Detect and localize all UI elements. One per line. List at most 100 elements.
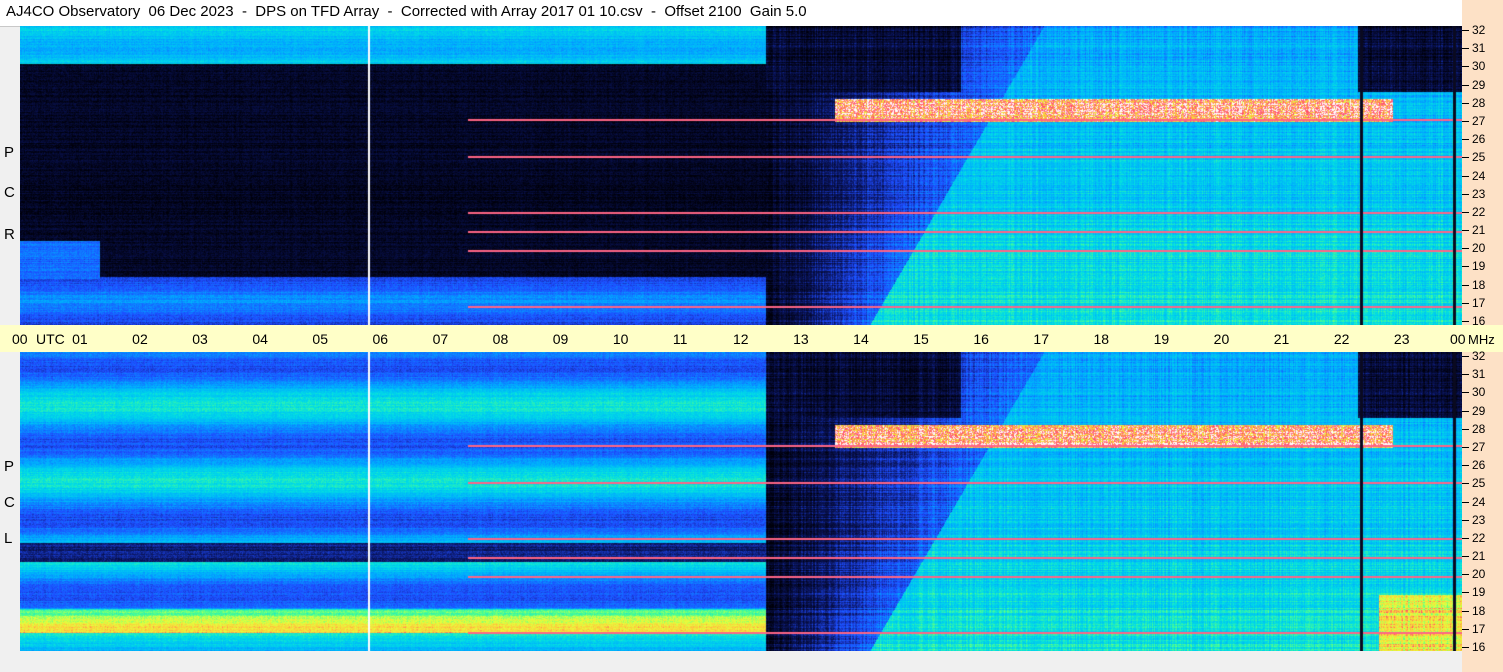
utc-tick-label: 06 (372, 331, 389, 347)
polarization-letter: L (4, 530, 13, 547)
frequency-tick-mark (1462, 284, 1469, 286)
frequency-tick-label: 26 (1472, 132, 1486, 147)
frequency-tick-mark (1462, 556, 1469, 558)
polarization-letter: C (4, 184, 15, 201)
utc-tick-label: 23 (1393, 331, 1410, 347)
utc-tick-label: 14 (853, 331, 869, 347)
frequency-tick-mark (1462, 610, 1469, 612)
frequency-tick-label: 22 (1472, 530, 1486, 545)
frequency-tick-mark (1462, 647, 1469, 648)
frequency-tick-label: 24 (1472, 494, 1486, 509)
rcp-side-label: P C R (0, 26, 20, 325)
frequency-tick-label: 20 (1472, 567, 1486, 582)
frequency-tick-mark (1462, 537, 1469, 539)
utc-tick-label: 00 (1450, 331, 1466, 347)
frequency-axis-top: 32 31 30 29 28 27 26 25 24 23 22 21 20 19 18 17 16 (1462, 23, 1503, 328)
frequency-tick-label: 19 (1472, 585, 1486, 600)
frequency-tick-mark (1462, 410, 1469, 412)
utc-tick-label: 02 (132, 331, 148, 347)
frequency-tick-mark (1462, 592, 1469, 594)
utc-axis: 00 UTC 01 02 03 04 05 06 07 08 09 10 11 12 13 14 15 16 17 1… (0, 325, 1503, 352)
utc-tick-label: 03 (192, 331, 208, 347)
frequency-tick-label: 16 (1472, 640, 1486, 654)
frequency-tick-label: 25 (1472, 150, 1486, 165)
lcp-side-label: P C L (0, 352, 20, 651)
frequency-tick-label: 32 (1472, 23, 1486, 37)
frequency-tick-mark (1462, 519, 1469, 521)
frequency-tick-mark (1462, 120, 1469, 122)
frequency-tick-label: 30 (1472, 385, 1486, 400)
frequency-tick-label: 27 (1472, 439, 1486, 454)
utc-tick-label: 09 (552, 331, 569, 347)
frequency-tick-label: 28 (1472, 421, 1486, 436)
frequency-tick-label: 25 (1472, 476, 1486, 491)
frequency-tick-label: 28 (1472, 95, 1486, 110)
utc-tick-label: 04 (252, 331, 268, 347)
utc-tick-label: 11 (672, 331, 688, 347)
frequency-tick-label: 29 (1472, 403, 1486, 418)
rcp-spectrogram-canvas (20, 26, 1462, 325)
utc-tick-label: 12 (733, 331, 749, 347)
frequency-tick-mark (1462, 157, 1469, 159)
frequency-tick-mark (1462, 428, 1469, 430)
frequency-tick-mark (1462, 48, 1469, 50)
frequency-tick-mark (1462, 30, 1469, 31)
utc-tick-label: 16 (973, 331, 989, 347)
polarization-letter: P (4, 144, 15, 161)
utc-tick-label: 13 (793, 331, 809, 347)
frequency-tick-label: 21 (1472, 223, 1486, 238)
utc-tick-label: 15 (913, 331, 929, 347)
utc-tick-label: 10 (612, 331, 629, 347)
polarization-letter: R (4, 226, 15, 243)
title-bar: AJ4CO Observatory 06 Dec 2023 - DPS on T… (0, 0, 1462, 27)
frequency-tick-mark (1462, 465, 1469, 467)
rcp-spectrogram (20, 26, 1462, 325)
frequency-tick-mark (1462, 102, 1469, 104)
polarization-letter: P (4, 458, 15, 475)
frequency-tick-mark (1462, 230, 1469, 232)
lcp-spectrogram (20, 352, 1462, 651)
frequency-tick-label: 19 (1472, 259, 1486, 274)
chart-title: AJ4CO Observatory 06 Dec 2023 - DPS on T… (6, 3, 807, 20)
utc-axis-label: UTC (36, 331, 65, 347)
frequency-tick-mark (1462, 483, 1469, 485)
frequency-tick-label: 18 (1472, 277, 1486, 292)
utc-tick-label: 19 (1153, 331, 1170, 347)
frequency-tick-label: 18 (1472, 603, 1486, 618)
frequency-tick-mark (1462, 356, 1469, 357)
utc-tick-label: 01 (72, 331, 88, 347)
frequency-tick-label: 22 (1472, 204, 1486, 219)
utc-tick-label: 07 (432, 331, 449, 347)
frequency-tick-mark (1462, 374, 1469, 376)
frequency-tick-label: 23 (1472, 186, 1486, 201)
frequency-tick-mark (1462, 266, 1469, 268)
frequency-tick-mark (1462, 66, 1469, 68)
frequency-axis-bottom: 32 31 30 29 28 27 26 25 24 23 22 21 20 19 18 17 16 (1462, 349, 1503, 654)
frequency-tick-label: 23 (1472, 512, 1486, 527)
frequency-tick-label: 26 (1472, 458, 1486, 473)
frequency-tick-mark (1462, 139, 1469, 141)
frequency-tick-label: 24 (1472, 168, 1486, 183)
utc-tick-label: 20 (1213, 331, 1230, 347)
frequency-tick-label: 29 (1472, 77, 1486, 92)
frequency-tick-mark (1462, 628, 1469, 630)
frequency-tick-mark (1462, 193, 1469, 195)
utc-tick-label: 17 (1033, 331, 1049, 347)
frequency-tick-label: 17 (1472, 621, 1486, 636)
frequency-tick-label: 31 (1472, 41, 1486, 56)
frequency-tick-mark (1462, 392, 1469, 394)
utc-tick-label: 22 (1333, 331, 1350, 347)
frequency-tick-label: 21 (1472, 549, 1486, 564)
frequency-tick-mark (1462, 501, 1469, 503)
frequency-tick-mark (1462, 321, 1469, 322)
frequency-tick-label: 27 (1472, 113, 1486, 128)
frequency-tick-label: 30 (1472, 59, 1486, 74)
mhz-unit-label: MHz (1468, 332, 1495, 347)
frequency-tick-label: 20 (1472, 241, 1486, 256)
frequency-tick-label: 31 (1472, 367, 1486, 382)
utc-tick-label: 00 (12, 331, 28, 347)
frequency-tick-mark (1462, 175, 1469, 177)
frequency-tick-mark (1462, 84, 1469, 86)
polarization-letter: C (4, 494, 15, 511)
frequency-tick-mark (1462, 211, 1469, 213)
